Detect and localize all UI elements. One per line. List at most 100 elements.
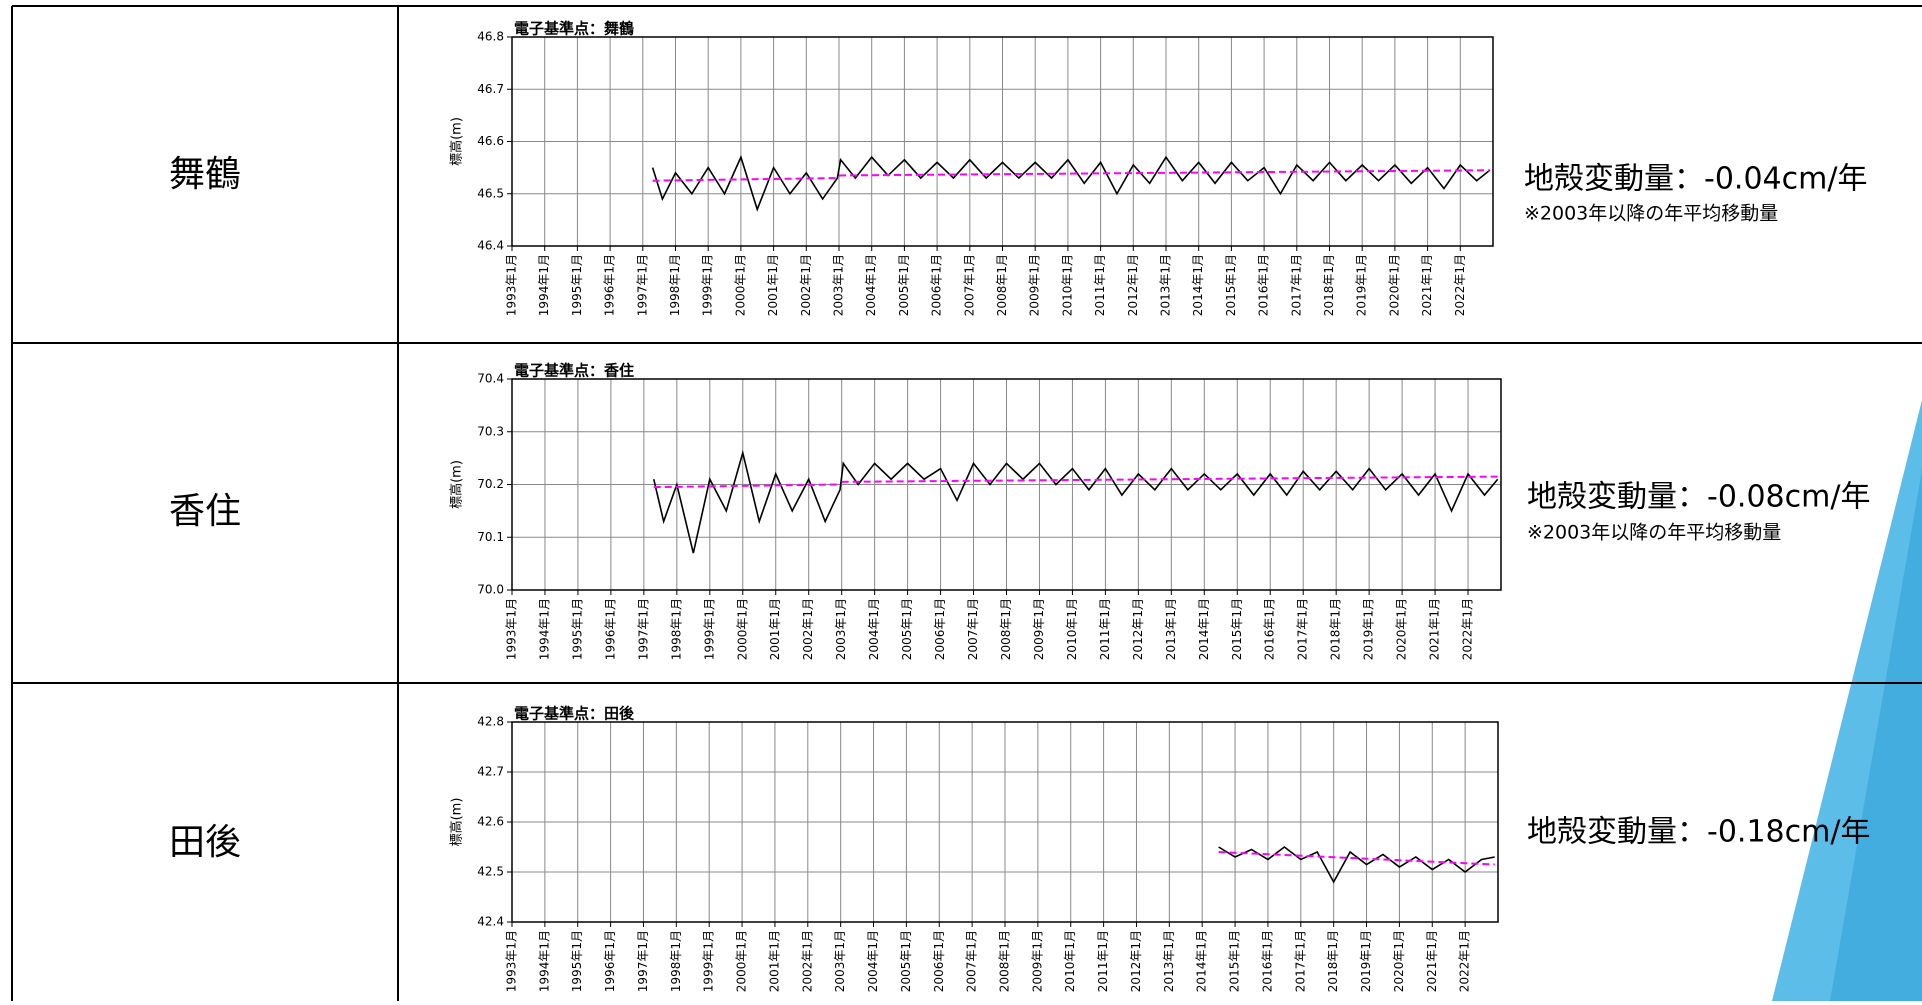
x-tick-label: 2014年1月 — [1191, 254, 1205, 316]
x-tick-label: 2011年1月 — [1098, 598, 1112, 660]
x-tick-label: 2016年1月 — [1263, 598, 1277, 660]
series-line — [654, 453, 1498, 553]
x-tick-label: 2014年1月 — [1197, 598, 1211, 660]
rate: 地殻変動量：-0.08cm/年 — [1527, 480, 1870, 515]
x-tick-label: 2000年1月 — [735, 930, 749, 992]
y-axis-label: 標高(m) — [449, 117, 465, 166]
x-tick-label: 2016年1月 — [1260, 930, 1274, 992]
series-line — [1219, 847, 1495, 882]
x-tick-label: 2007年1月 — [962, 254, 976, 316]
x-tick-label: 2017年1月 — [1296, 598, 1310, 660]
x-tick-label: 1996年1月 — [603, 930, 617, 992]
x-tick-label: 2022年1月 — [1461, 598, 1475, 660]
x-tick-label: 2002年1月 — [800, 930, 814, 992]
x-tick-label: 2000年1月 — [735, 598, 749, 660]
x-tick-label: 2009年1月 — [1028, 254, 1042, 316]
y-tick-label: 70.4 — [477, 372, 504, 386]
x-tick-label: 2013年1月 — [1164, 598, 1178, 660]
x-tick-label: 2007年1月 — [966, 598, 980, 660]
x-tick-label: 1998年1月 — [669, 598, 683, 660]
x-tick-label: 2008年1月 — [998, 930, 1012, 992]
x-tick-label: 2005年1月 — [900, 598, 914, 660]
x-tick-label: 1996年1月 — [603, 254, 617, 316]
rate: 地殻変動量：-0.18cm/年 — [1527, 815, 1870, 850]
x-tick-label: 2020年1月 — [1395, 598, 1409, 660]
x-tick-label: 2003年1月 — [834, 598, 848, 660]
x-tick-label: 2010年1月 — [1060, 254, 1074, 316]
x-tick-label: 1997年1月 — [636, 598, 650, 660]
x-tick-label: 2019年1月 — [1359, 930, 1373, 992]
x-tick-label: 2002年1月 — [801, 598, 815, 660]
x-tick-label: 2021年1月 — [1420, 254, 1434, 316]
x-tick-label: 2012年1月 — [1126, 254, 1140, 316]
x-tick-label: 2015年1月 — [1228, 930, 1242, 992]
x-tick-label: 2021年1月 — [1428, 598, 1442, 660]
x-tick-label: 1995年1月 — [570, 930, 584, 992]
note: ※2003年以降の年平均移動量 — [1524, 203, 1778, 225]
x-tick-label: 2015年1月 — [1224, 254, 1238, 316]
x-tick-label: 2006年1月 — [932, 930, 946, 992]
x-tick-label: 2020年1月 — [1392, 930, 1406, 992]
x-tick-label: 2005年1月 — [899, 930, 913, 992]
station-name: 田後 — [169, 822, 241, 863]
x-tick-label: 2001年1月 — [766, 254, 780, 316]
x-tick-label: 2004年1月 — [866, 930, 880, 992]
x-tick-label: 2003年1月 — [833, 930, 847, 992]
chart-title: 電子基準点：香住 — [514, 362, 634, 380]
x-tick-label: 2022年1月 — [1458, 930, 1472, 992]
x-tick-label: 1997年1月 — [635, 254, 649, 316]
x-tick-label: 2011年1月 — [1096, 930, 1110, 992]
x-tick-label: 2018年1月 — [1322, 254, 1336, 316]
station-name: 香住 — [169, 491, 241, 532]
x-tick-label: 2008年1月 — [999, 598, 1013, 660]
x-tick-label: 1993年1月 — [505, 254, 519, 316]
x-tick-label: 2018年1月 — [1326, 930, 1340, 992]
y-tick-label: 46.4 — [477, 239, 504, 253]
x-tick-label: 1993年1月 — [505, 598, 519, 660]
y-tick-label: 46.6 — [477, 134, 504, 148]
x-tick-label: 1999年1月 — [702, 598, 716, 660]
x-tick-label: 2006年1月 — [933, 598, 947, 660]
x-tick-label: 2008年1月 — [995, 254, 1009, 316]
x-tick-label: 2020年1月 — [1387, 254, 1401, 316]
x-tick-label: 1995年1月 — [570, 598, 584, 660]
slide: 舞鶴 香住 田後 地殻変動量：-0.04cm/年 ※2003年以降の年平均移動量… — [0, 0, 1922, 1001]
y-tick-label: 42.5 — [477, 865, 504, 879]
x-tick-label: 2010年1月 — [1065, 598, 1079, 660]
x-tick-label: 2021年1月 — [1425, 930, 1439, 992]
x-tick-label: 1994年1月 — [537, 598, 551, 660]
x-tick-label: 1995年1月 — [570, 254, 584, 316]
x-tick-label: 2007年1月 — [965, 930, 979, 992]
note: ※2003年以降の年平均移動量 — [1527, 522, 1781, 544]
y-axis-label: 標高(m) — [449, 460, 465, 509]
x-tick-label: 2002年1月 — [799, 254, 813, 316]
x-tick-label: 2018年1月 — [1329, 598, 1343, 660]
y-tick-label: 42.8 — [477, 715, 504, 729]
x-tick-label: 2001年1月 — [768, 598, 782, 660]
x-tick-label: 2017年1月 — [1289, 254, 1303, 316]
chart-title: 電子基準点：田後 — [514, 705, 635, 723]
y-tick-label: 42.4 — [477, 915, 504, 929]
y-tick-label: 46.7 — [477, 82, 504, 96]
series-line — [653, 157, 1490, 209]
y-tick-label: 70.1 — [477, 530, 504, 544]
x-tick-label: 2000年1月 — [733, 254, 747, 316]
x-tick-label: 2014年1月 — [1195, 930, 1209, 992]
x-tick-label: 2017年1月 — [1293, 930, 1307, 992]
x-tick-label: 2004年1月 — [867, 598, 881, 660]
chart-title: 電子基準点：舞鶴 — [514, 20, 634, 38]
x-tick-label: 1999年1月 — [701, 254, 715, 316]
y-tick-label: 42.7 — [477, 765, 504, 779]
x-tick-label: 1999年1月 — [702, 930, 716, 992]
x-tick-label: 2009年1月 — [1032, 598, 1046, 660]
rate: 地殻変動量：-0.04cm/年 — [1524, 162, 1867, 197]
x-tick-label: 2013年1月 — [1162, 930, 1176, 992]
y-axis-label: 標高(m) — [449, 798, 465, 847]
y-tick-label: 46.8 — [477, 30, 504, 44]
y-tick-label: 42.6 — [477, 815, 504, 829]
x-tick-label: 1994年1月 — [537, 930, 551, 992]
x-tick-label: 2016年1月 — [1257, 254, 1271, 316]
x-tick-label: 2013年1月 — [1159, 254, 1173, 316]
series-line — [654, 477, 1498, 488]
x-tick-label: 2022年1月 — [1453, 254, 1467, 316]
